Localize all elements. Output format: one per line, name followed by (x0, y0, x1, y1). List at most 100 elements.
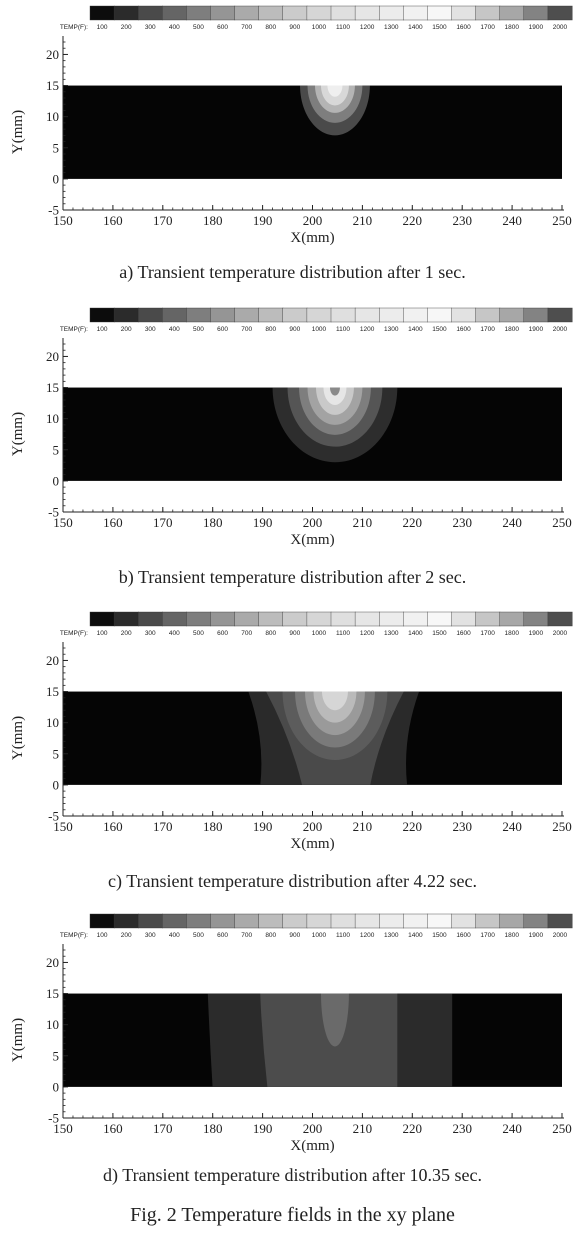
x-tick-label: 180 (203, 515, 223, 530)
colorbar-level-label: 600 (217, 932, 228, 939)
colorbar-label: TEMP(F): (60, 630, 88, 637)
x-axis-label: X(mm) (290, 230, 334, 246)
y-tick-label: 10 (46, 715, 59, 730)
x-tick-label: 170 (153, 1121, 173, 1136)
x-tick-label: 150 (53, 213, 73, 228)
y-tick-label: -5 (48, 505, 59, 520)
contour-group-b (272, 387, 398, 463)
colorbar-level-label: 1000 (312, 326, 327, 333)
x-tick-label: 190 (253, 819, 273, 834)
colorbar-swatch (282, 913, 308, 929)
x-tick-label: 190 (253, 1121, 273, 1136)
colorbar-level-label: 300 (145, 630, 156, 637)
y-tick-label: 5 (53, 442, 60, 457)
colorbar-level-label: 1600 (456, 630, 471, 637)
colorbar-swatch (186, 611, 211, 627)
x-tick-label: 180 (203, 819, 223, 834)
colorbar-level-label: 600 (217, 24, 228, 31)
colorbar-a: TEMP(F): 100 200 300 400 500 600 700 800 900 1000 1… (60, 5, 573, 31)
colorbar-swatch (186, 5, 211, 21)
colorbar-level-label: 800 (265, 326, 276, 333)
colorbar-level-label: 1400 (408, 326, 423, 333)
contour-group-c (248, 691, 420, 785)
colorbar-level-label: 1100 (336, 932, 350, 939)
colorbar-swatch (547, 611, 573, 627)
colorbar-level-label: 1800 (505, 932, 520, 939)
colorbar-level-label: 1900 (529, 630, 544, 637)
colorbar-level-label: 1500 (432, 932, 447, 939)
colorbar-swatch (258, 5, 284, 21)
colorbar-swatch (137, 307, 163, 323)
colorbar-level-label: 1800 (505, 24, 520, 31)
colorbar-c: TEMP(F): 100 200 300 400 500 600 700 800 900 1000 1… (60, 611, 573, 637)
colorbar-swatch (186, 307, 211, 323)
y-tick-label: 15 (46, 986, 59, 1001)
y-tick-label: 20 (46, 955, 59, 970)
y-tick-label: 0 (53, 1079, 60, 1094)
colorbar-level-label: 1300 (384, 932, 399, 939)
contour-region (327, 85, 343, 97)
colorbar-level-label: 1900 (529, 326, 544, 333)
chart-panel-c: TEMP(F): 100 200 300 400 500 600 700 800 900 1000 1… (0, 606, 585, 906)
colorbar-swatch (137, 611, 163, 627)
colorbar-swatch (499, 5, 525, 21)
colorbar-label: TEMP(F): (60, 24, 88, 31)
colorbar-level-label: 1200 (360, 932, 375, 939)
colorbar-swatch (210, 5, 236, 21)
y-axis-label: Y(mm) (10, 110, 26, 154)
colorbar-swatch (379, 307, 404, 323)
colorbar-swatch (282, 5, 308, 21)
colorbar-swatch (354, 5, 380, 21)
colorbar-level-label: 1100 (336, 24, 350, 31)
colorbar-level-label: 2000 (553, 24, 568, 31)
colorbar-level-label: 1300 (384, 24, 399, 31)
y-tick-label: -5 (48, 1111, 59, 1126)
y-axis-label: Y(mm) (10, 412, 26, 456)
x-axis-label: X(mm) (290, 532, 334, 548)
colorbar-swatch (258, 611, 284, 627)
y-tick-label: 0 (53, 171, 60, 186)
colorbar-swatch (475, 307, 501, 323)
colorbar-swatch (306, 307, 332, 323)
colorbar-level-label: 2000 (553, 630, 568, 637)
colorbar-swatch (89, 307, 115, 323)
colorbar-b: TEMP(F): 100 200 300 400 500 600 700 800 900 1000 1… (60, 307, 573, 333)
colorbar-swatch (162, 913, 187, 929)
colorbar-level-label: 500 (193, 326, 204, 333)
colorbar-level-label: 400 (169, 630, 180, 637)
x-axis-label: X(mm) (290, 1138, 334, 1154)
colorbar-swatch (499, 611, 525, 627)
chart-panel-b: TEMP(F): 100 200 300 400 500 600 700 800 900 1000 1… (0, 302, 585, 602)
colorbar-swatch (547, 307, 573, 323)
colorbar-swatch (89, 5, 115, 21)
colorbar-swatch (137, 913, 163, 929)
colorbar-swatch (403, 307, 428, 323)
x-tick-label: 250 (552, 1121, 572, 1136)
colorbar-level-label: 1800 (505, 630, 520, 637)
x-tick-label: 190 (253, 213, 273, 228)
y-tick-label: 15 (46, 380, 59, 395)
colorbar-level-label: 500 (193, 24, 204, 31)
colorbar-swatch (162, 611, 187, 627)
y-tick-label: 15 (46, 78, 59, 93)
x-tick-label: 220 (403, 213, 423, 228)
chart-svg-a: TEMP(F): 100 200 300 400 500 600 700 800 900 1000 1… (10, 5, 573, 246)
colorbar-swatch (330, 913, 356, 929)
colorbar-swatch (306, 5, 332, 21)
axes-b: 150 160 170 180 190 200 210 220 230 240 250 -5 0 5 10 1… (10, 338, 572, 548)
x-tick-label: 180 (203, 213, 223, 228)
colorbar-level-label: 200 (121, 326, 132, 333)
y-tick-label: 5 (53, 140, 60, 155)
colorbar-level-label: 1300 (384, 630, 399, 637)
colorbar-swatch (427, 913, 452, 929)
x-tick-label: 250 (552, 819, 572, 834)
colorbar-level-label: 1600 (456, 932, 471, 939)
colorbar-level-label: 200 (121, 630, 132, 637)
colorbar-level-label: 600 (217, 326, 228, 333)
chart-svg-d: TEMP(F): 100 200 300 400 500 600 700 800 900 1000 1… (10, 913, 573, 1154)
x-tick-label: 160 (103, 1121, 123, 1136)
colorbar-swatch (186, 913, 211, 929)
x-tick-label: 150 (53, 819, 73, 834)
colorbar-level-label: 2000 (553, 326, 568, 333)
x-tick-label: 160 (103, 515, 123, 530)
